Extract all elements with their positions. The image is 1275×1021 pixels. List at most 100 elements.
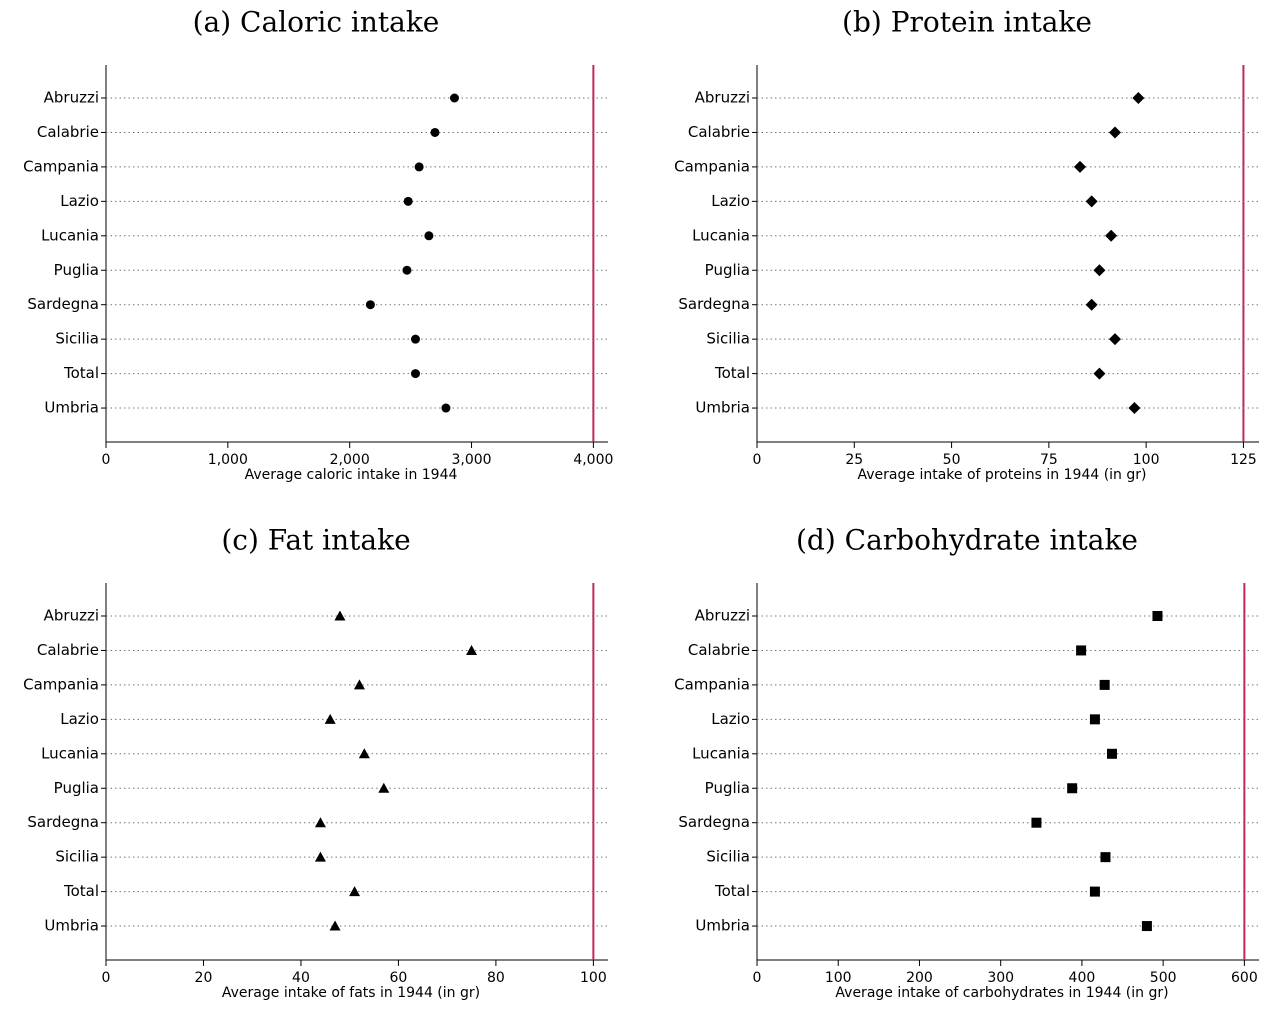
marker: [410, 334, 420, 344]
x-tick-label: 0: [753, 970, 762, 986]
x-tick-label: 600: [1231, 970, 1258, 986]
y-tick-label: Abruzzi: [44, 89, 99, 107]
marker: [1100, 852, 1111, 863]
marker: [430, 127, 440, 137]
marker: [1067, 783, 1078, 794]
y-tick-label: Sardegna: [678, 295, 750, 313]
chart-title: (c) Fat intake: [221, 524, 410, 557]
marker: [1076, 645, 1087, 656]
marker: [1073, 160, 1086, 173]
y-tick-label: Campania: [674, 157, 750, 175]
marker: [1141, 921, 1152, 932]
marker: [1093, 264, 1106, 277]
y-tick-label: Sicilia: [55, 848, 99, 866]
marker: [353, 679, 365, 690]
y-tick-label: Sardegna: [27, 813, 99, 831]
marker: [365, 300, 375, 310]
y-tick-label: Total: [63, 882, 99, 900]
marker: [1128, 402, 1141, 415]
marker: [1093, 367, 1106, 380]
y-tick-label: Abruzzi: [695, 607, 750, 625]
x-tick-label: 50: [943, 452, 961, 468]
y-tick-label: Puglia: [54, 779, 99, 797]
y-tick-label: Umbria: [695, 399, 750, 417]
marker: [1106, 748, 1117, 759]
x-tick-label: 4,000: [573, 452, 613, 468]
chart-title: (a) Caloric intake: [193, 6, 440, 39]
marker: [410, 369, 420, 379]
x-tick-label: 100: [825, 970, 852, 986]
y-tick-label: Lucania: [692, 226, 750, 244]
marker: [324, 713, 336, 724]
y-tick-label: Lucania: [41, 226, 99, 244]
x-tick-label: 75: [1040, 452, 1058, 468]
y-tick-label: Puglia: [54, 261, 99, 279]
marker: [1132, 92, 1145, 104]
y-tick-label: Sicilia: [55, 330, 99, 348]
y-tick-label: Abruzzi: [44, 607, 99, 625]
marker: [1105, 229, 1118, 242]
y-tick-label: Total: [714, 882, 750, 900]
x-tick-label: 20: [195, 970, 213, 986]
x-tick-label: 25: [845, 452, 863, 468]
y-tick-label: Total: [63, 364, 99, 382]
y-tick-label: Sicilia: [706, 848, 750, 866]
y-tick-label: Puglia: [705, 261, 750, 279]
x-tick-label: 1,000: [208, 452, 248, 468]
x-axis-label: Average intake of proteins in 1944 (in g…: [858, 467, 1147, 483]
marker: [1109, 333, 1122, 346]
marker: [1085, 195, 1098, 208]
y-tick-label: Lazio: [711, 192, 750, 210]
marker: [1109, 126, 1122, 139]
marker: [314, 817, 326, 828]
y-tick-label: Lazio: [711, 710, 750, 728]
marker: [1099, 679, 1110, 690]
x-tick-label: 0: [102, 452, 111, 468]
y-tick-label: Sardegna: [678, 813, 750, 831]
marker: [403, 196, 413, 206]
marker: [402, 265, 412, 275]
x-tick-label: 100: [1133, 452, 1160, 468]
marker: [349, 886, 361, 897]
marker: [378, 782, 390, 793]
y-tick-label: Total: [714, 364, 750, 382]
marker: [441, 403, 451, 413]
y-tick-label: Puglia: [705, 779, 750, 797]
marker: [449, 93, 459, 103]
x-axis-label: Average caloric intake in 1944: [245, 467, 458, 483]
y-tick-label: Umbria: [44, 399, 99, 417]
chart-title: (b) Protein intake: [842, 6, 1092, 39]
marker: [466, 644, 478, 655]
x-tick-label: 300: [987, 970, 1014, 986]
marker: [1031, 817, 1042, 828]
x-axis-label: Average intake of carbohydrates in 1944 …: [835, 985, 1168, 1001]
marker: [334, 610, 346, 621]
y-tick-label: Calabrie: [37, 641, 99, 659]
marker: [1089, 886, 1100, 897]
x-tick-label: 60: [390, 970, 408, 986]
marker: [1089, 714, 1100, 725]
y-tick-label: Campania: [23, 157, 99, 175]
y-tick-label: Sardegna: [27, 295, 99, 313]
x-tick-label: 3,000: [451, 452, 491, 468]
x-tick-label: 100: [580, 970, 607, 986]
x-tick-label: 500: [1150, 970, 1177, 986]
x-tick-label: 80: [487, 970, 505, 986]
x-axis-label: Average intake of fats in 1944 (in gr): [222, 985, 480, 1001]
x-tick-label: 2,000: [330, 452, 370, 468]
y-tick-label: Lazio: [60, 710, 99, 728]
marker: [358, 748, 370, 759]
y-tick-label: Sicilia: [706, 330, 750, 348]
y-tick-label: Abruzzi: [695, 89, 750, 107]
y-tick-label: Calabrie: [37, 123, 99, 141]
marker: [414, 162, 424, 172]
marker: [1085, 298, 1098, 311]
x-tick-label: 0: [753, 452, 762, 468]
y-tick-label: Umbria: [695, 917, 750, 935]
y-tick-label: Calabrie: [688, 641, 750, 659]
y-tick-label: Calabrie: [688, 123, 750, 141]
marker: [1152, 611, 1163, 621]
y-tick-label: Campania: [674, 675, 750, 693]
x-tick-label: 125: [1230, 452, 1257, 468]
